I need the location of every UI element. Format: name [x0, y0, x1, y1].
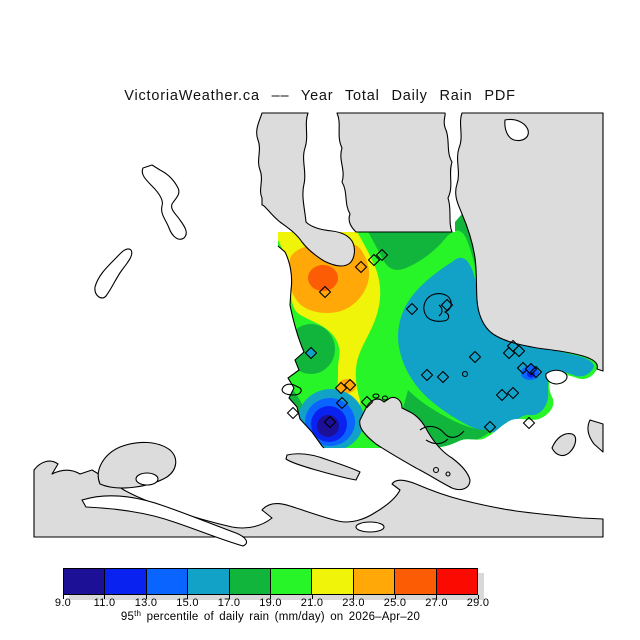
colorbar-tick-label: 25.0 [383, 597, 407, 609]
colorbar-tick-label: 29.0 [466, 597, 490, 609]
land-east-sooke [285, 453, 361, 481]
colorbar-tick-labels: 9.0 11.0 13.0 15.0 17.0 19.0 21.0 23.0 25.0 27.0 2… [55, 597, 489, 609]
colorbar-segment [146, 569, 189, 594]
colorbar-tick-mark [311, 595, 313, 599]
contour-level-15-17 [398, 257, 594, 433]
colorbar-segment [436, 569, 478, 594]
station-marker [516, 361, 530, 375]
colorbar-tick-mark [436, 595, 437, 599]
land-malahat [256, 112, 355, 267]
station-marker [420, 368, 434, 382]
bay-sooke-basin [81, 495, 248, 547]
station-marker [360, 395, 374, 409]
land-saanich-peninsula [336, 112, 453, 233]
station-marker [522, 416, 536, 430]
bay-teal-notch [545, 369, 568, 385]
station-markers [286, 248, 543, 434]
station-marker [495, 388, 509, 402]
station-marker [506, 386, 520, 400]
colorbar-segment [64, 569, 106, 594]
station-marker [440, 298, 454, 312]
colorbar-segment [395, 569, 437, 594]
colorbar-tick-label: 13.0 [134, 597, 158, 609]
colorbar-tick-label: 11.0 [93, 597, 116, 609]
colorbar-tick-mark [228, 595, 230, 599]
station-marker [318, 285, 332, 299]
colorbar-tick-mark [145, 595, 147, 599]
colorbar-segment [229, 569, 272, 594]
colorbar-caption: 95th percentile of daily rain (mm/day) o… [63, 609, 478, 623]
colorbar-tick-mark [104, 595, 105, 599]
islet-race-rocks-2 [445, 471, 451, 477]
islet-esquimalt-1 [372, 393, 380, 399]
station-marker [502, 346, 516, 360]
colorbar-segment [188, 569, 230, 594]
colorbar [63, 568, 478, 595]
colorbar-segment [353, 569, 396, 594]
colorbar-tick-label: 21.0 [300, 597, 324, 609]
station-marker [529, 365, 543, 379]
lake-sooke [135, 472, 159, 486]
colorbar-tick-mark [353, 595, 354, 599]
colorbar-tick-mark [62, 595, 64, 599]
station-marker [334, 381, 348, 395]
colorbar-tick-mark [187, 595, 188, 599]
station-marker [286, 406, 300, 420]
island-channel-south-1 [551, 433, 577, 457]
islet-esquimalt-2 [381, 395, 389, 401]
station-marker [335, 396, 349, 410]
island-channel-south-2 [587, 419, 604, 453]
islet-race-rocks-1 [432, 466, 440, 474]
colorbar-segment [271, 569, 313, 594]
island-westcoast [94, 248, 133, 299]
land-san-juan [455, 112, 604, 372]
colorbar-tick-label: 19.0 [259, 597, 282, 609]
water-details [81, 118, 568, 547]
station-marker [483, 420, 497, 434]
station-marker [354, 260, 368, 274]
station-marker [436, 370, 450, 384]
station-marker [405, 302, 419, 316]
bay-sidney [504, 118, 529, 142]
station-marker [375, 248, 389, 262]
land-metchosin-peninsula [359, 396, 471, 491]
coast-esquimalt-harbour [425, 438, 449, 445]
island-ring-west [281, 383, 302, 396]
station-marker [367, 253, 381, 267]
colorbar-tick-label: 15.0 [176, 597, 199, 609]
colorbar-tick-label: 17.0 [217, 597, 241, 609]
page-title: VictoriaWeather.ca –– Year Total Daily R… [124, 88, 516, 104]
station-marker [512, 344, 526, 358]
station-marker [323, 415, 337, 429]
colorbar-tick-mark [394, 595, 396, 599]
colorbar-tick-mark [477, 595, 479, 599]
colorbar-segment [312, 569, 354, 594]
station-marker [304, 346, 318, 360]
station-marker [343, 378, 357, 392]
caption-superscript: th [134, 609, 142, 618]
lake-olympic [355, 521, 385, 533]
coast-victoria-harbour [419, 425, 465, 438]
colorbar-tick-label: 9.0 [54, 597, 72, 609]
colorbar-tick-mark [270, 595, 271, 599]
colorbar-segment [105, 569, 147, 594]
station-marker [468, 350, 482, 364]
island-saltspring [141, 164, 187, 240]
contour-level-25-27 [308, 265, 338, 291]
station-marker [461, 370, 469, 378]
island-pender-hook [438, 304, 443, 317]
colorbar-tick-label: 27.0 [425, 597, 448, 609]
caption-rest: percentile of daily rain (mm/day) on 202… [141, 611, 421, 623]
colorbar-tickmarks [62, 595, 479, 599]
caption-prefix: 95 [120, 611, 135, 623]
colorbar-tick-label: 23.0 [342, 597, 365, 609]
